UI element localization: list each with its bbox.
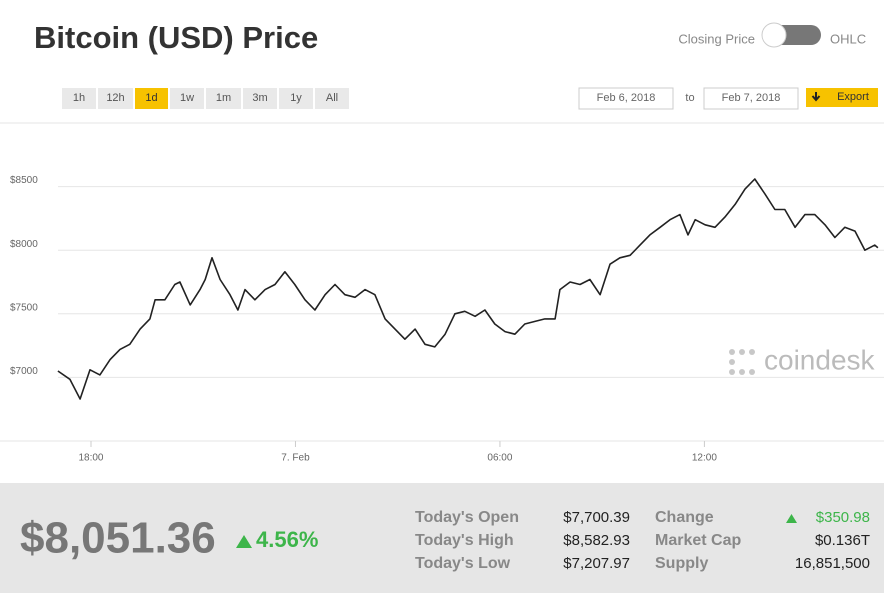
button-label: 1m bbox=[216, 92, 231, 104]
stat-label: Market Cap bbox=[655, 532, 741, 549]
date-to[interactable]: Feb 7, 2018 bbox=[703, 87, 799, 110]
range-button[interactable]: 12h bbox=[98, 88, 133, 109]
stat-label: Today's High bbox=[415, 532, 514, 549]
export-text: Export bbox=[837, 91, 869, 103]
button-bg bbox=[315, 88, 349, 109]
button-label: 1h bbox=[73, 92, 85, 104]
button-bg bbox=[170, 88, 204, 109]
button-bg bbox=[206, 88, 241, 109]
range-button[interactable]: 1w bbox=[170, 88, 204, 109]
y-tick-label: $8000 bbox=[10, 239, 38, 250]
range-button[interactable]: 1h bbox=[62, 88, 96, 109]
watermark-text: coindesk bbox=[764, 344, 876, 375]
button-label: 3m bbox=[252, 92, 267, 104]
stat-label: Change bbox=[655, 509, 714, 526]
button-label: 1w bbox=[180, 92, 194, 104]
x-tick-label: 12:00 bbox=[692, 453, 717, 464]
price-line bbox=[57, 178, 879, 400]
button-label: All bbox=[326, 92, 338, 104]
range-button[interactable]: All bbox=[315, 88, 349, 109]
range-button[interactable]: 1y bbox=[279, 88, 313, 109]
up-arrow bbox=[786, 514, 797, 523]
stat-value: $0.136T bbox=[815, 532, 870, 549]
y-tick-label: $7500 bbox=[10, 302, 38, 313]
export-button[interactable]: Export bbox=[806, 88, 878, 107]
button-bg bbox=[243, 88, 277, 109]
stat-value: $350.98 bbox=[816, 509, 870, 526]
stat-value: 16,851,500 bbox=[795, 555, 870, 572]
stat-value: $7,207.97 bbox=[563, 555, 630, 572]
button-bg bbox=[98, 88, 133, 109]
date-text: Feb 6, 2018 bbox=[597, 92, 656, 104]
range-button[interactable]: 1d bbox=[135, 88, 168, 109]
date-text: Feb 7, 2018 bbox=[722, 92, 781, 104]
toggle-label: Closing Price bbox=[678, 31, 755, 46]
button-bg bbox=[62, 88, 96, 109]
x-tick-label: 7. Feb bbox=[281, 453, 310, 464]
range-button[interactable]: 1m bbox=[206, 88, 241, 109]
page-title: Bitcoin (USD) Price bbox=[34, 20, 318, 55]
x-tick-label: 06:00 bbox=[487, 453, 512, 464]
watermark: coindesk bbox=[729, 344, 876, 375]
up-arrow bbox=[236, 535, 252, 548]
price: $8,051.36 bbox=[20, 514, 216, 563]
y-tick-label: $7000 bbox=[10, 366, 38, 377]
stat-value: $8,582.93 bbox=[563, 532, 630, 549]
stat-label: Today's Open bbox=[415, 509, 519, 526]
change-pct: 4.56% bbox=[256, 527, 318, 552]
stat-label: Supply bbox=[655, 555, 708, 572]
button-bg bbox=[135, 88, 168, 109]
y-tick-label: $8500 bbox=[10, 175, 38, 186]
toggle-label: OHLC bbox=[830, 31, 866, 46]
button-label: 1y bbox=[290, 92, 302, 104]
date-sep: to bbox=[685, 92, 694, 104]
summary-panel bbox=[0, 483, 884, 593]
button-label: 1d bbox=[145, 92, 157, 104]
stat-label: Today's Low bbox=[415, 555, 511, 572]
button-bg bbox=[279, 88, 313, 109]
stat-value: $7,700.39 bbox=[563, 509, 630, 526]
date-from[interactable]: Feb 6, 2018 bbox=[578, 87, 674, 110]
toggle[interactable] bbox=[761, 22, 821, 48]
x-tick-label: 18:00 bbox=[78, 453, 103, 464]
button-label: 12h bbox=[106, 92, 124, 104]
range-button[interactable]: 3m bbox=[243, 88, 277, 109]
